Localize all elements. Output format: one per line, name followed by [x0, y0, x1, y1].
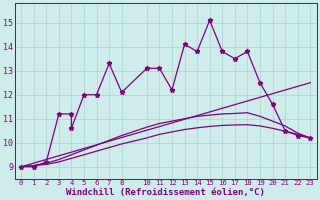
- X-axis label: Windchill (Refroidissement éolien,°C): Windchill (Refroidissement éolien,°C): [66, 188, 265, 197]
